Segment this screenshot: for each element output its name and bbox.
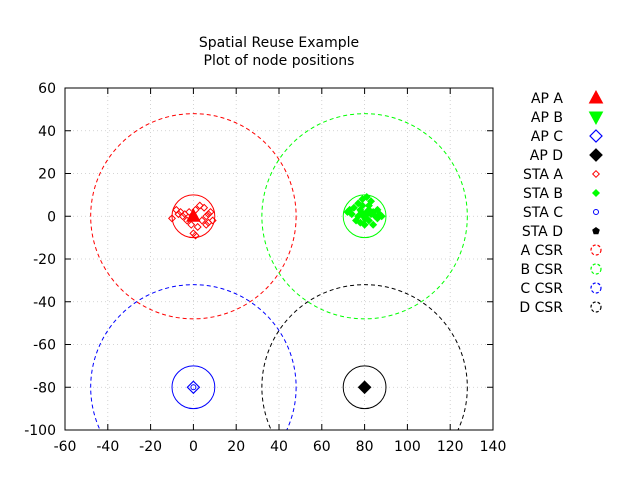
y-tick-label: 0 xyxy=(47,209,56,225)
sta-b-point xyxy=(367,197,376,206)
range-circle-b xyxy=(342,194,387,239)
legend-label-sta-c: STA C xyxy=(523,205,563,221)
a-csr-circle xyxy=(90,113,297,320)
range-circle-c xyxy=(171,365,216,410)
y-tick-label: -80 xyxy=(33,380,56,396)
x-tick-label: 20 xyxy=(227,439,245,455)
legend-marker-sta-c xyxy=(593,209,599,215)
legend-marker-a-csr xyxy=(590,244,602,256)
data-points xyxy=(167,193,386,395)
sta-a-point xyxy=(176,207,185,216)
legend-label-c-csr: C CSR xyxy=(520,281,563,297)
legend-label-ap-a: AP A xyxy=(531,91,563,107)
legend-label-sta-d: STA D xyxy=(522,224,563,240)
x-tick-label: 100 xyxy=(394,439,421,455)
sta-b-point xyxy=(377,212,386,221)
y-tick-label: -20 xyxy=(33,252,56,268)
legend-label-a-csr: A CSR xyxy=(521,243,564,259)
sta-a-point xyxy=(174,210,183,219)
legend-marker-b-csr xyxy=(590,263,602,275)
ap-b-point xyxy=(357,210,372,225)
sta-a-point xyxy=(208,216,217,225)
sta-a-point xyxy=(204,210,213,219)
legend-label-ap-b: AP B xyxy=(531,110,563,126)
sta-a-point xyxy=(206,207,215,216)
sta-c-point xyxy=(190,384,197,391)
sta-a-point xyxy=(202,212,211,221)
d-csr-circle xyxy=(261,284,468,430)
x-tick-label: 80 xyxy=(356,439,374,455)
legend-label-sta-a: STA A xyxy=(523,167,563,183)
y-tick-label: 40 xyxy=(38,124,56,140)
sta-a-point xyxy=(189,229,198,238)
range-circle-a xyxy=(171,194,216,239)
sta-b-point xyxy=(362,193,371,202)
sta-a-point xyxy=(185,207,194,216)
legend-marker-sta-b xyxy=(591,188,601,198)
legend-marker-ap-d xyxy=(589,148,603,162)
legend-label-sta-b: STA B xyxy=(523,186,563,202)
legend-label-b-csr: B CSR xyxy=(521,262,564,278)
range-circle-d xyxy=(342,365,387,410)
legend-marker-c-csr xyxy=(590,282,602,294)
sta-a-point xyxy=(197,216,206,225)
sta-a-point xyxy=(202,220,211,229)
ap-c-point xyxy=(186,380,201,395)
sta-a-point xyxy=(204,218,213,227)
chart-subtitle: Plot of node positions xyxy=(204,53,355,69)
legend-marker-ap-a xyxy=(588,89,604,104)
y-tick-label: 60 xyxy=(38,81,56,97)
b-csr-circle xyxy=(261,113,468,320)
ap-d-point xyxy=(357,380,372,395)
sta-b-point xyxy=(354,199,363,208)
sta-b-point xyxy=(358,201,367,210)
chart-title: Spatial Reuse Example xyxy=(199,35,359,51)
legend-marker-d-csr xyxy=(590,301,602,313)
legend: AP A AP B AP C AP D STA A STA B STA C STA D A CS… xyxy=(519,89,604,316)
x-tick-label: 0 xyxy=(189,439,198,455)
x-tick-label: 120 xyxy=(437,439,464,455)
grid-lines xyxy=(65,88,493,430)
legend-marker-ap-b xyxy=(588,111,604,126)
sta-a-point xyxy=(180,210,189,219)
y-tick-label: -60 xyxy=(33,338,56,354)
legend-label-ap-c: AP C xyxy=(531,129,563,145)
c-csr-circle xyxy=(90,284,297,430)
y-tick-label: -40 xyxy=(33,295,56,311)
x-tick-label: 140 xyxy=(480,439,507,455)
x-tick-label: 40 xyxy=(270,439,288,455)
x-tick-label: -40 xyxy=(96,439,119,455)
x-tick-label: -60 xyxy=(54,439,77,455)
legend-marker-sta-a xyxy=(591,169,601,179)
x-tick-label: -20 xyxy=(139,439,162,455)
y-tick-label: -100 xyxy=(24,423,56,439)
sta-b-point xyxy=(360,220,369,229)
sta-a-point xyxy=(191,231,200,240)
ap-a-point xyxy=(186,208,201,222)
sta-a-point xyxy=(193,222,202,231)
y-tick-label: 20 xyxy=(38,167,56,183)
legend-marker-sta-d xyxy=(592,226,600,235)
sta-a-point xyxy=(200,203,209,212)
sta-a-point xyxy=(167,214,177,223)
sta-b-point xyxy=(349,203,358,212)
csr-circles xyxy=(90,113,468,430)
axis-ticks: -60 -40 -20 0 20 40 60 80 100 120 140 -100 -80 -60 -40… xyxy=(24,81,506,455)
sta-a-point xyxy=(195,201,204,210)
sta-a-point xyxy=(187,220,196,229)
legend-label-d-csr: D CSR xyxy=(519,300,563,316)
sta-b-point xyxy=(347,210,356,219)
legend-marker-ap-c xyxy=(589,129,603,143)
legend-label-ap-d: AP D xyxy=(530,148,563,164)
sta-b-point xyxy=(369,220,378,229)
x-tick-label: 60 xyxy=(313,439,331,455)
